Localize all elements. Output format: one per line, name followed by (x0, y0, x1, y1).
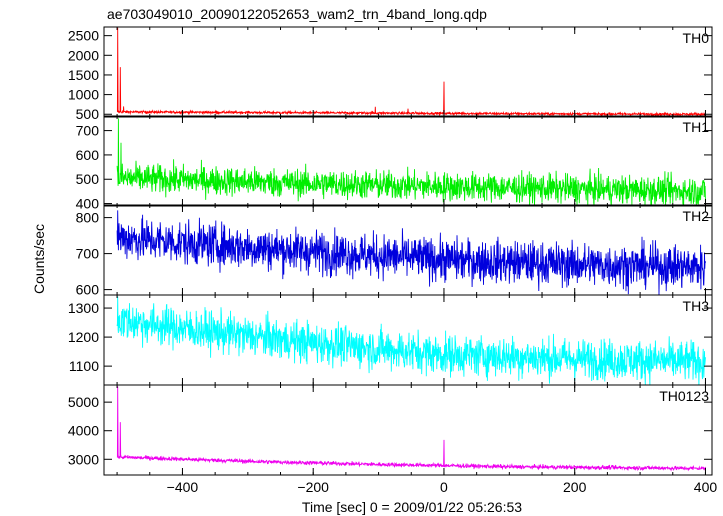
panel-label: TH3 (683, 298, 710, 314)
panel-th0123: 3000 4000 5000 TH0123 (68, 384, 713, 476)
x-axis-label: Time [sec] 0 = 2009/01/22 05:26:53 (302, 499, 522, 515)
y-tick-label: 700 (76, 246, 100, 262)
panel-frame (103, 384, 713, 476)
panel-th2: 600 700 800 TH2 (76, 204, 713, 298)
chart-title: ae703049010_20090122052653_wam2_trn_4ban… (107, 6, 487, 22)
panel-label: TH2 (683, 208, 710, 224)
y-tick-label: 400 (76, 196, 100, 212)
series-line-th2 (116, 210, 706, 295)
series-line-th1 (116, 118, 706, 206)
y-tick-label: 2500 (68, 28, 99, 44)
y-tick-label: 4000 (68, 423, 99, 439)
y-tick-label: 800 (76, 210, 100, 226)
y-tick-label: 600 (76, 282, 100, 298)
panel-label: TH0123 (659, 388, 709, 404)
y-tick-label: 700 (76, 123, 100, 139)
y-tick-label: 1500 (68, 67, 99, 83)
panel-label: TH1 (683, 119, 710, 135)
panel-th0: 500 1000 1500 2000 2500 TH0 (68, 26, 713, 122)
x-tick-label: −400 (167, 479, 199, 495)
y-tick-label: 500 (76, 171, 100, 187)
panel-frame (103, 26, 713, 118)
panel-frame (103, 115, 713, 207)
y-tick-label: 1100 (69, 358, 99, 374)
panel-label: TH0 (683, 30, 710, 46)
y-tick-label: 1300 (68, 300, 99, 316)
y-tick-label: 2000 (68, 47, 99, 63)
panel-th1: 400 500 600 700 TH1 (76, 115, 713, 212)
y-tick-label: 5000 (68, 394, 99, 410)
y-tick-label: 3000 (68, 451, 99, 467)
x-tick-label: 0 (440, 479, 448, 495)
x-tick-label: −200 (297, 479, 329, 495)
panel-th3: 1100 1200 1300 TH3 (68, 294, 713, 386)
y-tick-label: 1000 (68, 87, 99, 103)
y-axis-label: Counts/sec (31, 224, 47, 294)
series-line-th0 (116, 27, 706, 117)
series-line-th0123 (116, 386, 706, 472)
y-tick-label: 600 (76, 147, 100, 163)
series-line-th3 (116, 296, 706, 385)
y-tick-label: 500 (76, 106, 100, 122)
x-tick-label: 200 (563, 479, 587, 495)
x-tick-label: 400 (694, 479, 718, 495)
y-tick-label: 1200 (68, 329, 99, 345)
